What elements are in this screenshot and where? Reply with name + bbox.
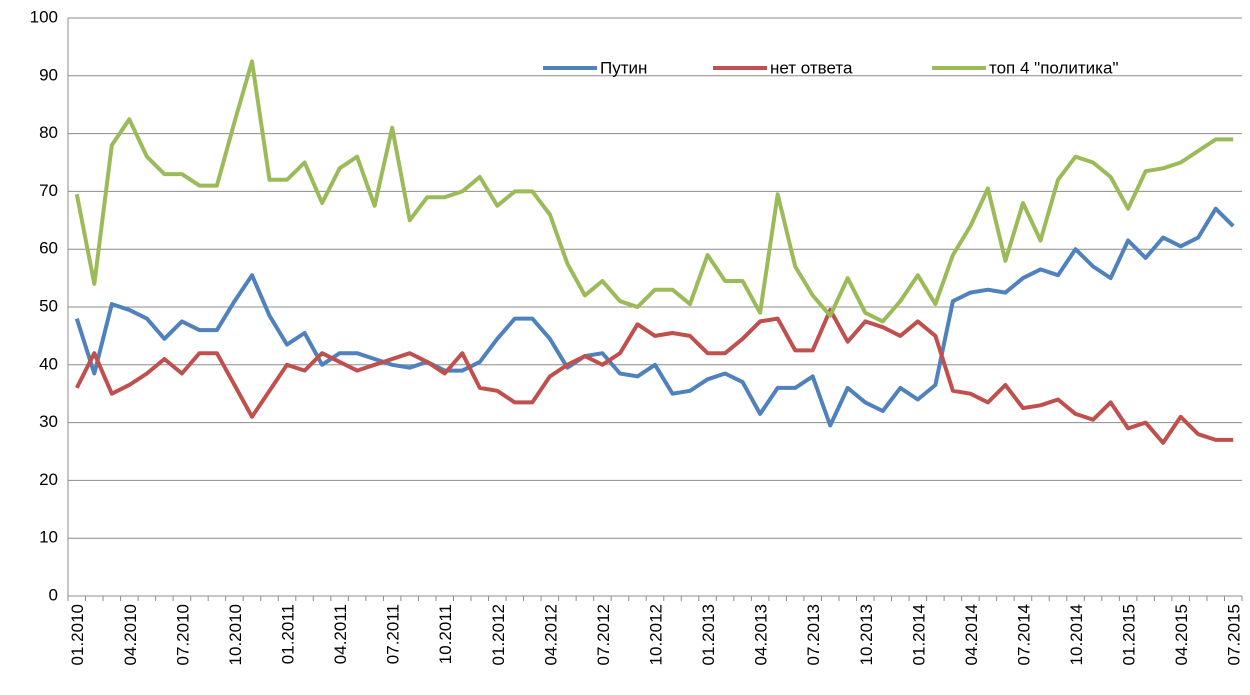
x-tick-label: 07.2010 [173,604,192,665]
y-tick-label: 60 [39,239,58,258]
x-tick-label: 07.2013 [804,604,823,665]
y-tick-label: 40 [39,354,58,373]
y-tick-label: 90 [39,65,58,84]
legend-label: топ 4 "политика" [989,58,1118,77]
series-line [74,206,1235,428]
legend-label: Путин [600,58,647,77]
y-tick-label: 80 [39,123,58,142]
x-tick-label: 01.2012 [489,604,508,665]
x-tick-label: 10.2014 [1067,604,1086,665]
y-tick-label: 50 [39,296,58,315]
y-tick-label: 100 [30,7,58,26]
x-tick-label: 04.2010 [121,604,140,665]
x-tick-label: 01.2015 [1120,604,1139,665]
x-tick-label: 04.2015 [1172,604,1191,665]
y-tick-label: 0 [49,585,58,604]
series-line [75,307,1234,445]
series-line [74,59,1234,324]
y-tick-label: 70 [39,181,58,200]
x-tick-label: 10.2013 [857,604,876,665]
x-tick-label: 10.2011 [436,604,455,664]
x-tick-label: 04.2011 [331,604,350,664]
y-tick-label: 30 [39,412,58,431]
x-tick-label: 01.2013 [699,604,718,665]
x-tick-label: 01.2014 [909,604,928,665]
x-tick-label: 01.2011 [279,604,298,664]
x-tick-label: 10.2010 [226,604,245,665]
x-tick-label: 04.2013 [752,604,771,665]
x-tick-label: 04.2012 [541,604,560,665]
y-tick-label: 10 [39,528,58,547]
x-tick-label: 07.2011 [384,604,403,664]
x-tick-label: 04.2014 [962,604,981,665]
x-tick-label: 10.2012 [646,604,665,665]
x-tick-label: 07.2015 [1225,604,1244,665]
y-tick-label: 20 [39,470,58,489]
legend-label: нет ответа [770,58,853,77]
x-tick-label: 07.2014 [1014,604,1033,665]
x-tick-label: 07.2012 [594,604,613,665]
x-tick-label: 01.2010 [68,604,87,665]
